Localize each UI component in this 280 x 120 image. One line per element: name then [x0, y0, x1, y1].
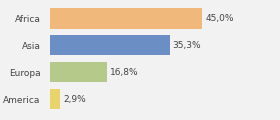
- Text: 45,0%: 45,0%: [205, 14, 234, 23]
- Bar: [50, 89, 60, 109]
- Bar: [50, 62, 107, 82]
- Text: 16,8%: 16,8%: [110, 68, 139, 77]
- Bar: [50, 8, 202, 29]
- Bar: [50, 35, 170, 55]
- Text: 35,3%: 35,3%: [172, 41, 201, 50]
- Text: 2,9%: 2,9%: [63, 95, 86, 104]
